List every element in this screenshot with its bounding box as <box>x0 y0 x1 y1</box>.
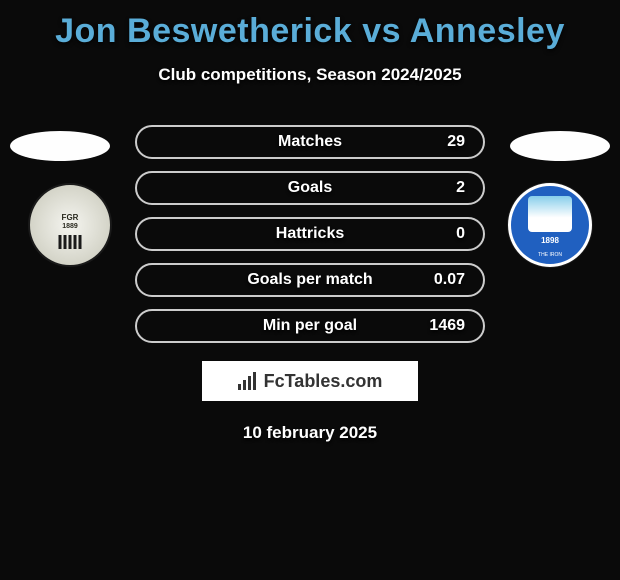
stat-row-matches: Matches 29 <box>135 125 485 159</box>
branding-box[interactable]: FcTables.com <box>202 361 418 401</box>
stat-value: 0 <box>344 225 465 243</box>
forest-green-rovers-badge <box>28 183 112 267</box>
season-subtitle: Club competitions, Season 2024/2025 <box>0 65 620 85</box>
badge-sky-icon <box>528 196 572 232</box>
stat-label: Goals per match <box>247 271 372 289</box>
content-area: THE IRON Matches 29 Goals 2 Hattricks 0 … <box>0 125 620 443</box>
stat-value: 29 <box>342 133 465 151</box>
club-badge-left <box>20 175 120 275</box>
stat-label: Min per goal <box>263 317 357 335</box>
branding-text: FcTables.com <box>264 371 383 392</box>
stat-value: 1469 <box>357 317 465 335</box>
stat-row-goals-per-match: Goals per match 0.07 <box>135 263 485 297</box>
stat-label: Hattricks <box>276 225 344 243</box>
stat-row-goals: Goals 2 <box>135 171 485 205</box>
stat-row-hattricks: Hattricks 0 <box>135 217 485 251</box>
stat-label: Goals <box>288 179 332 197</box>
badge-tagline: THE IRON <box>538 252 562 258</box>
stat-row-min-per-goal: Min per goal 1469 <box>135 309 485 343</box>
badge-stripes-icon <box>59 235 82 249</box>
stat-value: 0.07 <box>373 271 465 289</box>
braintree-town-badge: THE IRON <box>508 183 592 267</box>
date-text: 10 february 2025 <box>20 423 600 443</box>
stats-container: Matches 29 Goals 2 Hattricks 0 Goals per… <box>135 125 485 343</box>
player-avatar-left <box>10 131 110 161</box>
player-avatar-right <box>510 131 610 161</box>
page-title: Jon Beswetherick vs Annesley <box>0 0 620 51</box>
club-badge-right: THE IRON <box>500 175 600 275</box>
stat-value: 2 <box>332 179 465 197</box>
chart-icon <box>238 372 260 390</box>
stat-label: Matches <box>278 133 342 151</box>
